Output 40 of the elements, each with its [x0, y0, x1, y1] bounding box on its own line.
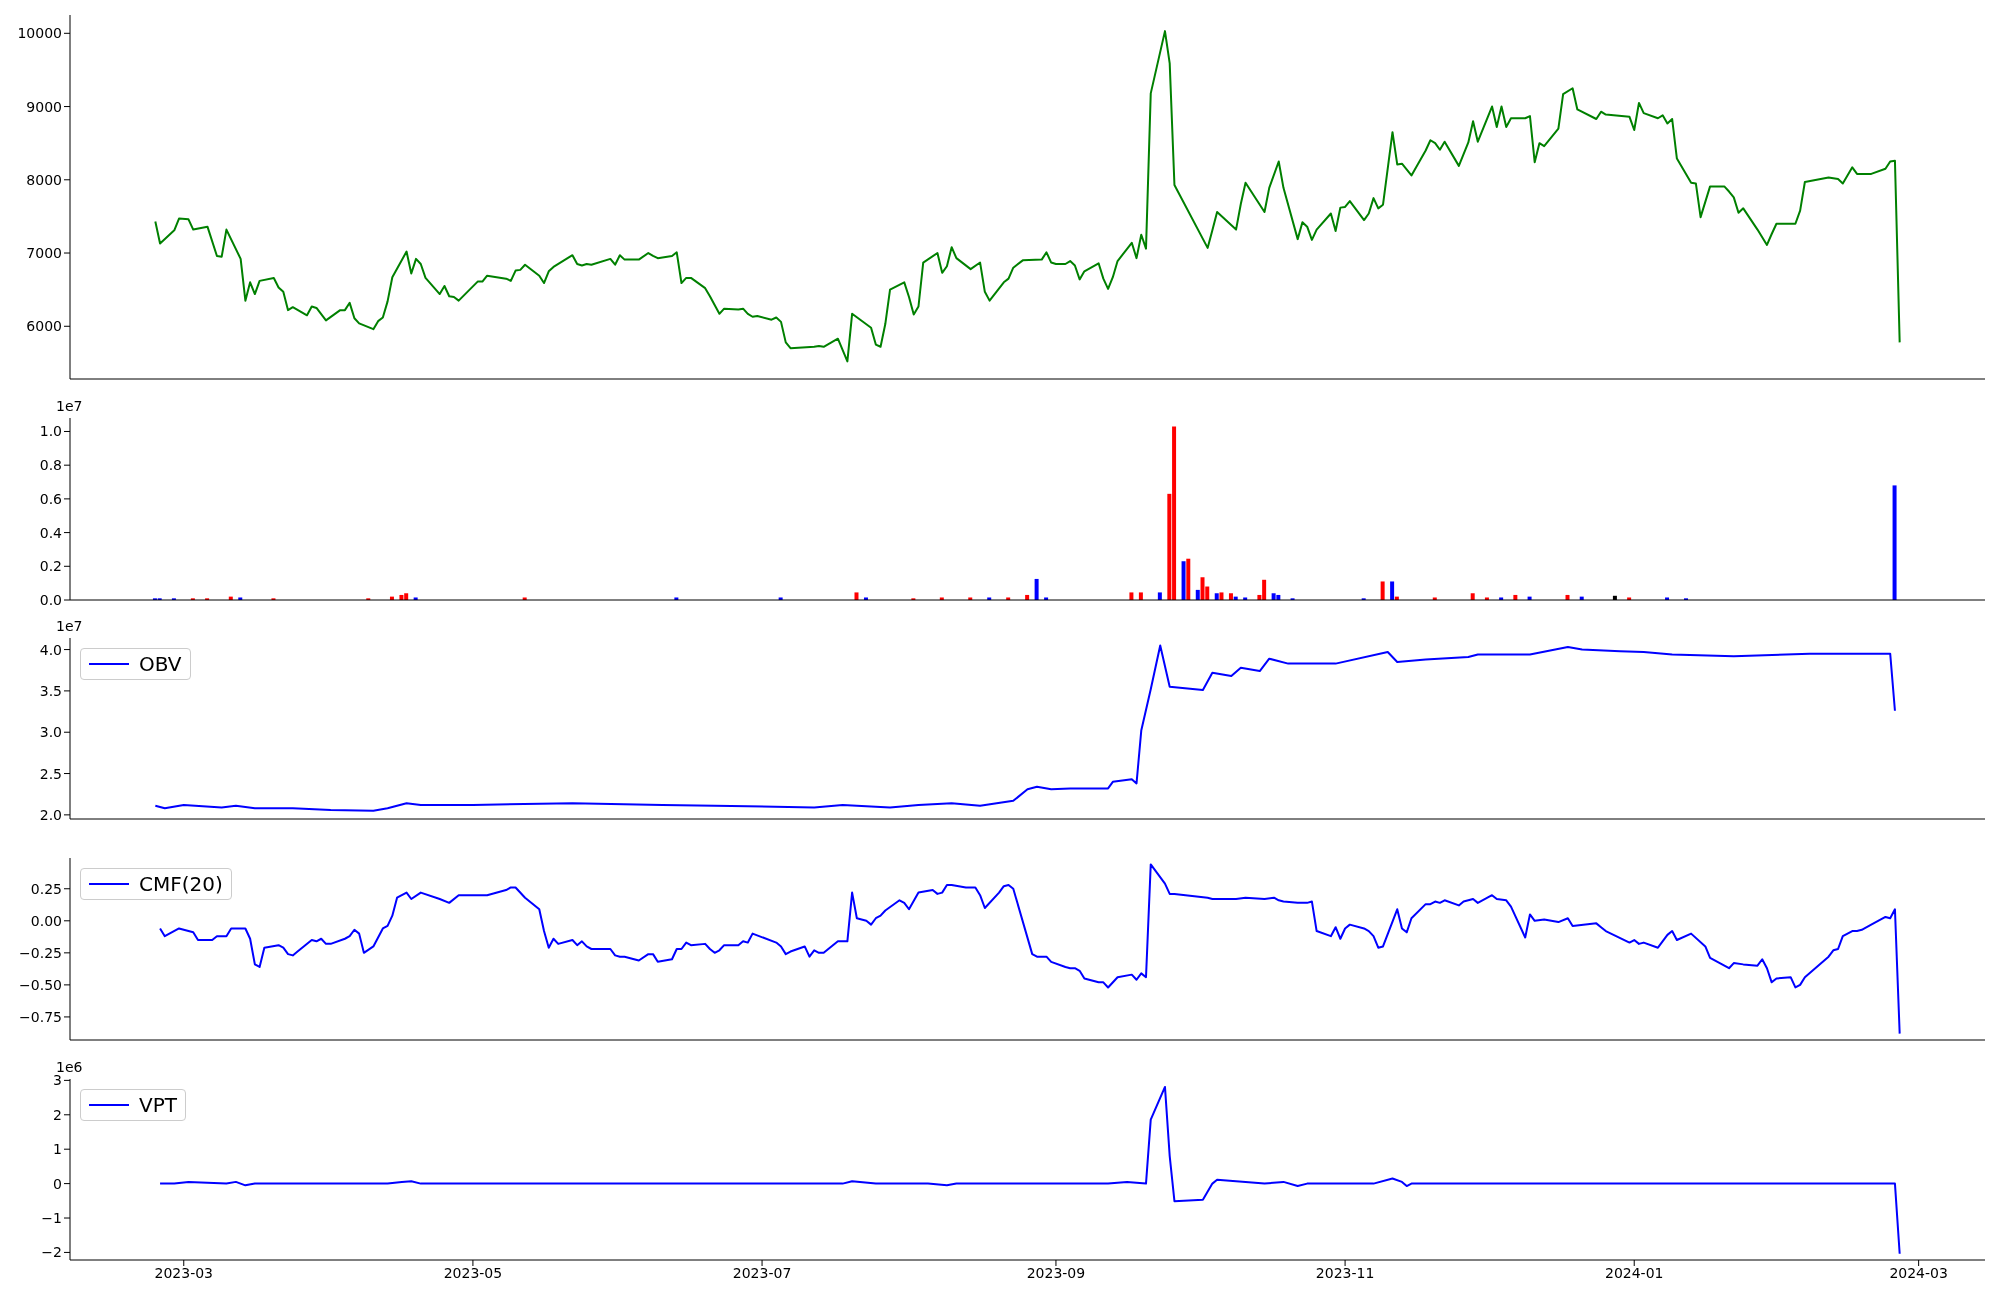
y-tick-label: 8000 — [26, 171, 62, 188]
y-tick-label: −0.75 — [19, 1008, 62, 1025]
y-tick-label: 1 — [53, 1141, 62, 1158]
y-tick-label: 0.25 — [30, 880, 62, 897]
x-tick-label: 2023-09 — [1026, 1264, 1086, 1281]
legend-label: OBV — [139, 652, 182, 676]
y-tick-label: 3.0 — [39, 724, 62, 741]
y-tick-label: 0.8 — [39, 457, 62, 474]
y-tick-label: 3.5 — [39, 682, 62, 699]
y-tick-label: −2 — [41, 1244, 62, 1261]
text: 1e7 — [56, 618, 83, 634]
y-tick-label: 9000 — [26, 98, 62, 115]
x-tick-label: 2024-01 — [1604, 1264, 1664, 1281]
y-tick-label: 2 — [53, 1106, 62, 1123]
x-tick-label: 2023-03 — [154, 1264, 214, 1281]
y-tick-label: 0.2 — [39, 558, 62, 575]
y-tick-label: 2.0 — [39, 806, 62, 823]
y-tick-label: −1 — [41, 1209, 62, 1226]
y-tick-label: 10000 — [17, 25, 62, 42]
y-tick-label: 0.0 — [39, 591, 62, 608]
y-tick-label: 0.6 — [39, 490, 63, 507]
y-tick-label: 0.00 — [30, 912, 62, 929]
y-tick-label: 0 — [53, 1175, 62, 1192]
x-tick-label: 2023-07 — [732, 1264, 792, 1281]
x-tick-label: 2023-05 — [443, 1264, 503, 1281]
text: 1e7 — [56, 398, 83, 414]
legend-label: VPT — [139, 1093, 177, 1117]
y-tick-label: −0.25 — [19, 944, 62, 961]
y-tick-label: 6000 — [26, 318, 62, 335]
y-tick-label: −0.50 — [19, 976, 62, 993]
y-tick-label: 2.5 — [39, 765, 62, 782]
y-tick-label: 3 — [53, 1072, 62, 1089]
y-tick-label: 4.0 — [39, 641, 62, 658]
y-tick-label: 7000 — [26, 245, 62, 261]
x-tick-label: 2024-03 — [1889, 1264, 1948, 1281]
y-tick-label: 1.0 — [39, 423, 62, 440]
x-tick-label: 2023-11 — [1315, 1264, 1375, 1281]
y-tick-label: 0.4 — [39, 524, 63, 541]
legend-label: CMF(20) — [139, 872, 223, 896]
text: 1e6 — [56, 1059, 83, 1075]
